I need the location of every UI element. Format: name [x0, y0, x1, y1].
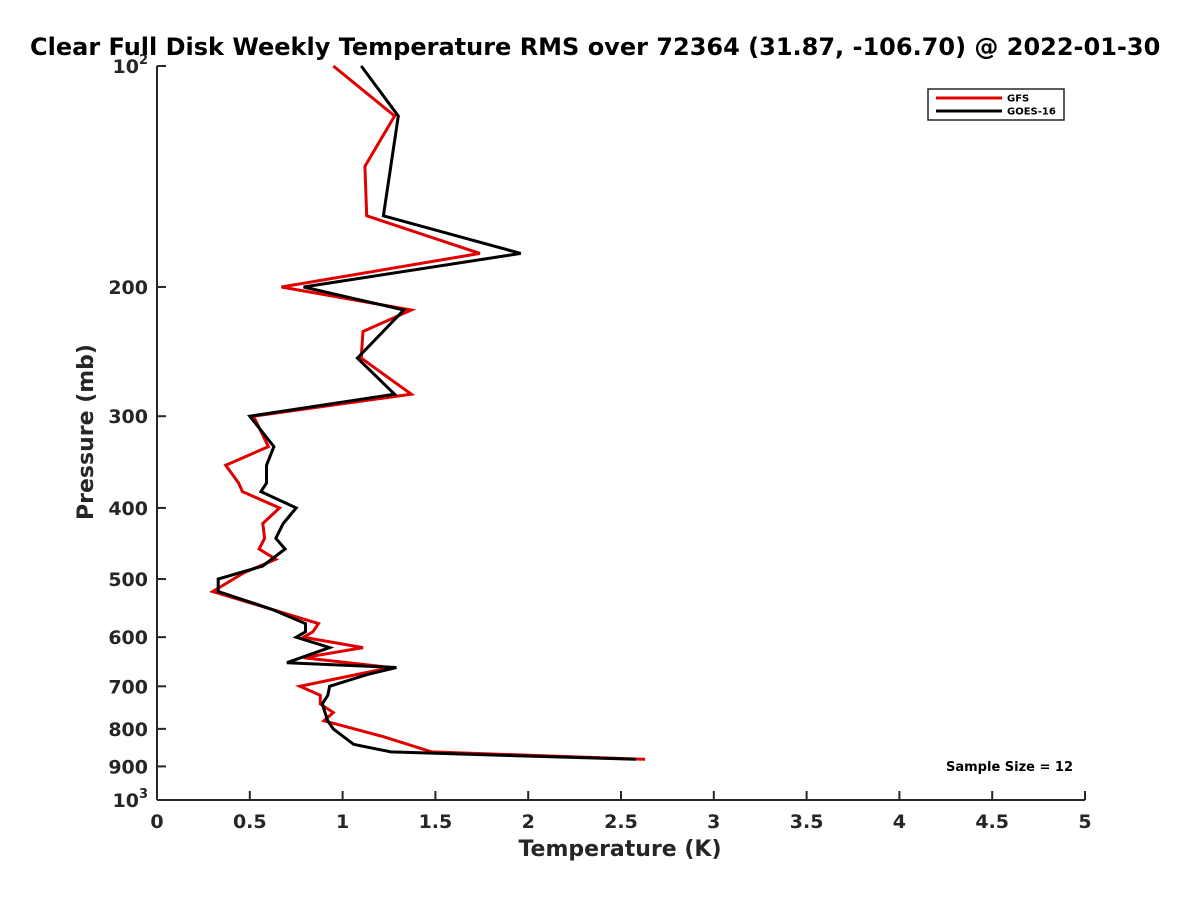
- x-tick-label: 5: [1078, 811, 1091, 833]
- x-axis-ticks: 0 0.5 1 1.5 2 2.5 3 3.5 4 4.5 5: [150, 791, 1092, 833]
- x-tick-label: 1: [336, 811, 349, 833]
- legend-label-goes-16: GOES-16: [1007, 107, 1056, 118]
- y-tick-label: 103: [113, 787, 149, 812]
- y-tick-label: 700: [108, 676, 148, 698]
- x-tick-label: 3: [707, 811, 720, 833]
- y-tick-label: 400: [108, 498, 148, 520]
- y-tick-label: 102: [113, 53, 149, 78]
- series-layer: [209, 64, 646, 761]
- x-tick-label: 2: [522, 811, 535, 833]
- series-line-gfs: [209, 64, 646, 761]
- y-tick-label: 600: [108, 627, 148, 649]
- y-axis-ticks: 102 200 300 400 500 600 700 800 900 103: [108, 53, 166, 812]
- x-tick-label: 4: [893, 811, 906, 833]
- x-tick-label: 4.5: [975, 811, 1009, 833]
- x-tick-label: 0: [150, 811, 163, 833]
- legend-label-gfs: GFS: [1007, 94, 1029, 105]
- y-axis-label: Pressure (mb): [74, 344, 99, 520]
- series-line-goes-16: [216, 65, 636, 761]
- y-tick-label: 200: [108, 277, 148, 299]
- x-tick-label: 0.5: [233, 811, 267, 833]
- sample-size-annotation: Sample Size = 12: [946, 760, 1073, 775]
- x-axis-label: Temperature (K): [518, 837, 721, 862]
- x-tick-label: 2.5: [604, 811, 638, 833]
- x-tick-label: 1.5: [419, 811, 453, 833]
- x-tick-label: 3.5: [790, 811, 824, 833]
- y-tick-label: 300: [108, 406, 148, 428]
- legend-box: [927, 88, 1065, 121]
- y-tick-label: 900: [108, 756, 148, 778]
- legend: GFS GOES-16: [927, 88, 1065, 121]
- chart-title: Clear Full Disk Weekly Temperature RMS o…: [30, 33, 1160, 61]
- axes: [156, 66, 1085, 801]
- y-tick-label: 500: [108, 569, 148, 591]
- y-tick-label: 800: [108, 719, 148, 741]
